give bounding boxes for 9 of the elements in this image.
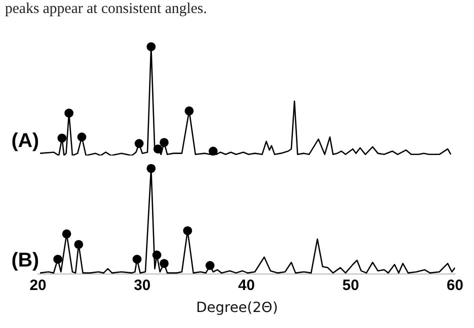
x-tick-label: 20	[30, 277, 46, 294]
x-tick-label: 40	[238, 277, 255, 294]
x-axis-title: Degree(2Θ)	[195, 300, 279, 316]
x-tick-label: 60	[446, 277, 464, 294]
series-label: (A)	[11, 130, 40, 152]
x-tick-label: 50	[342, 277, 360, 294]
text: peaks appear at consistent angles.	[5, 0, 208, 18]
x-tick-label: 30	[134, 277, 151, 294]
series-label: (B)	[11, 249, 40, 272]
